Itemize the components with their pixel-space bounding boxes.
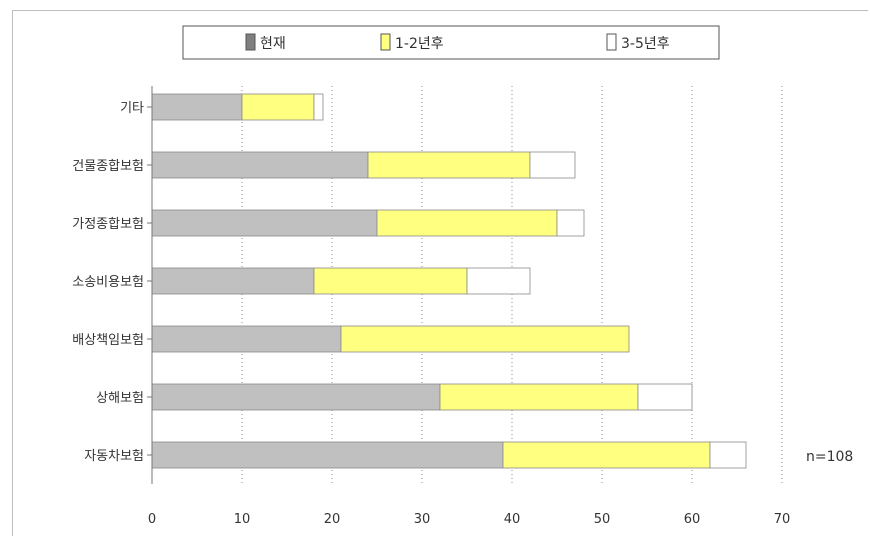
y-tick-label: 상해보험 — [96, 391, 144, 406]
legend: 현재 1-2년후 3-5년후 — [182, 25, 720, 60]
bar-segment — [529, 151, 576, 179]
x-tick-label: 30 — [414, 512, 431, 527]
legend-label: 1-2년후 — [395, 36, 444, 52]
bar-segment — [556, 209, 585, 237]
y-tick-label: 자동차보험 — [84, 449, 144, 464]
sample-size-annotation: n=108 — [806, 449, 853, 465]
y-tick-label: 소송비용보험 — [72, 275, 144, 290]
bar-segment — [502, 441, 711, 469]
bar-segment — [151, 441, 504, 469]
bar-segment — [151, 209, 378, 237]
bar-segment — [439, 383, 639, 411]
x-tick-label: 60 — [684, 512, 701, 527]
bar-segment — [637, 383, 693, 411]
bar-segment — [367, 151, 531, 179]
x-tick-label: 70 — [774, 512, 791, 527]
legend-label: 현재 — [260, 36, 286, 52]
bar-segment — [313, 93, 324, 121]
bar-segment — [151, 151, 369, 179]
y-tick-label: 가정종합보험 — [72, 217, 144, 232]
y-tick-label: 기타 — [120, 101, 144, 116]
bar-segment — [340, 325, 630, 353]
bar-segment — [376, 209, 558, 237]
x-tick-label: 20 — [324, 512, 341, 527]
x-tick-label: 40 — [504, 512, 521, 527]
bar-segment — [466, 267, 531, 295]
bar-segment — [151, 93, 243, 121]
bar-segment — [241, 93, 315, 121]
x-tick-label: 0 — [148, 512, 156, 527]
bar-segment — [151, 267, 315, 295]
legend-swatch — [380, 33, 391, 51]
legend-label: 3-5년후 — [621, 36, 670, 52]
value-axis: 0 10 20 30 40 50 60 70 — [148, 512, 790, 527]
bars — [151, 93, 747, 469]
bar-segment — [151, 325, 342, 353]
legend-swatch — [606, 33, 617, 51]
legend-swatch — [245, 33, 256, 51]
chart-frame — [12, 10, 868, 536]
x-tick-label: 10 — [234, 512, 251, 527]
y-tick-label: 배상책임보험 — [72, 333, 144, 348]
y-tick-label: 건물종합보험 — [72, 159, 144, 174]
bar-segment — [313, 267, 468, 295]
legend-box — [182, 25, 720, 60]
bar-segment — [151, 383, 441, 411]
bar-segment — [709, 441, 747, 469]
x-tick-label: 50 — [594, 512, 611, 527]
